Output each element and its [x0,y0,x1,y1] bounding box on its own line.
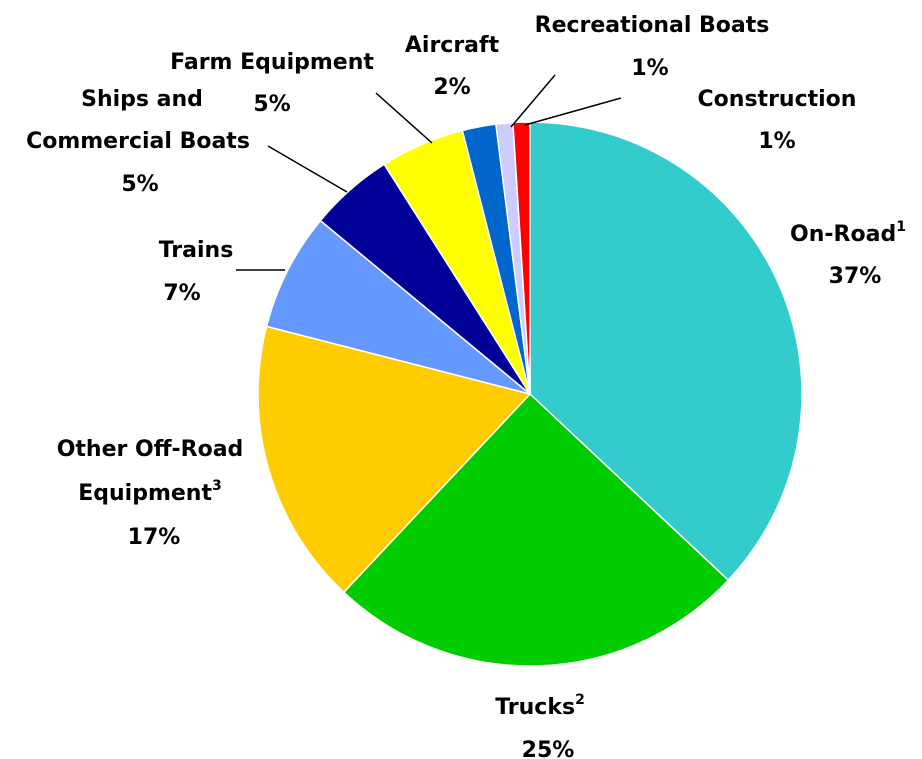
pct-trucks: 25% [522,738,575,759]
pie-slice-on-road [529,121,803,582]
label-on-road: On-Road1 [790,219,906,247]
leader-line-farm [375,92,433,144]
label-aircraft: Aircraft [405,33,500,58]
pct-recreational-boats: 1% [631,56,668,81]
leader-line-construction [524,97,622,126]
pie-slice-trains [265,219,531,395]
pct-construction: 1% [758,129,795,154]
pct-ships: 5% [121,172,158,197]
label-trains: Trains [159,238,234,263]
pct-other-offroad: 17% [128,525,181,550]
pie-slice-construction [512,121,531,395]
label-construction: Construction [698,87,857,112]
pct-on-road: 37% [829,264,882,289]
leader-line-ships [267,145,348,193]
pie-slice-other-off-road-equipment [257,325,532,594]
pie-slice-trucks [342,392,730,667]
label-recreational-boats: Recreational Boats [535,13,770,38]
leader-lines [236,74,622,271]
label-other-offroad-line1: Other Off-Road [57,437,244,462]
leader-line-recreational [510,74,556,128]
pct-aircraft: 2% [433,75,470,100]
label-other-offroad-line2: Equipment3 [78,478,222,506]
pie-slices [257,121,803,667]
label-farm-equipment: Farm Equipment [170,50,374,75]
pct-trains: 7% [163,281,200,306]
label-ships-line2: Commercial Boats [26,129,250,154]
label-ships-line1: Ships and [81,87,203,112]
label-trucks: Trucks2 [495,692,585,720]
pct-farm-equipment: 5% [253,92,290,117]
